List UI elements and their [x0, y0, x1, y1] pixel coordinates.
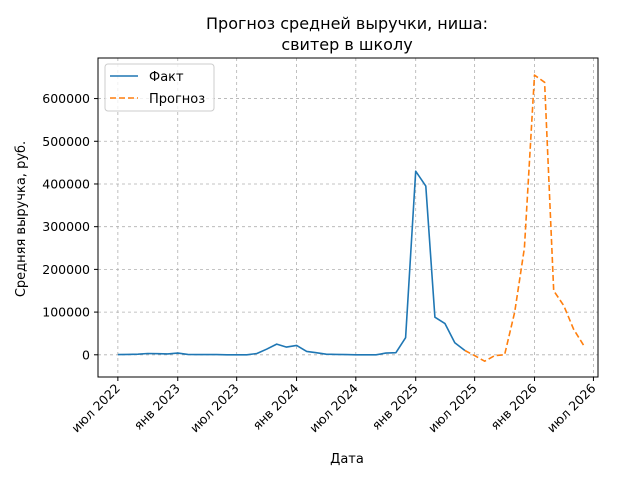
- legend-label: Прогноз: [149, 92, 205, 107]
- series-layer: [117, 74, 585, 363]
- legend: Факт Прогноз: [104, 63, 215, 112]
- y-tick-label: 200000: [42, 262, 90, 277]
- y-tick-label: 600000: [42, 91, 90, 106]
- y-tick-label: 300000: [42, 219, 90, 234]
- legend-label: Факт: [149, 70, 184, 85]
- series-line-fact: [117, 170, 466, 356]
- x-axis-label: Дата: [330, 452, 364, 467]
- y-tick-label: 400000: [42, 176, 90, 191]
- y-tick-label: 100000: [42, 305, 90, 320]
- y-tick-label: 0: [82, 347, 90, 362]
- chart-title-line2: свитер в школу: [281, 35, 412, 54]
- y-tick-label: 500000: [42, 134, 90, 149]
- grid: [98, 58, 598, 377]
- series-line-forecast: [464, 74, 585, 363]
- plot-frame: [97, 57, 599, 378]
- y-axis-label: Средняя выручка, руб.: [14, 141, 29, 297]
- chart-title-line1: Прогноз средней выручки, ниша:: [206, 14, 488, 33]
